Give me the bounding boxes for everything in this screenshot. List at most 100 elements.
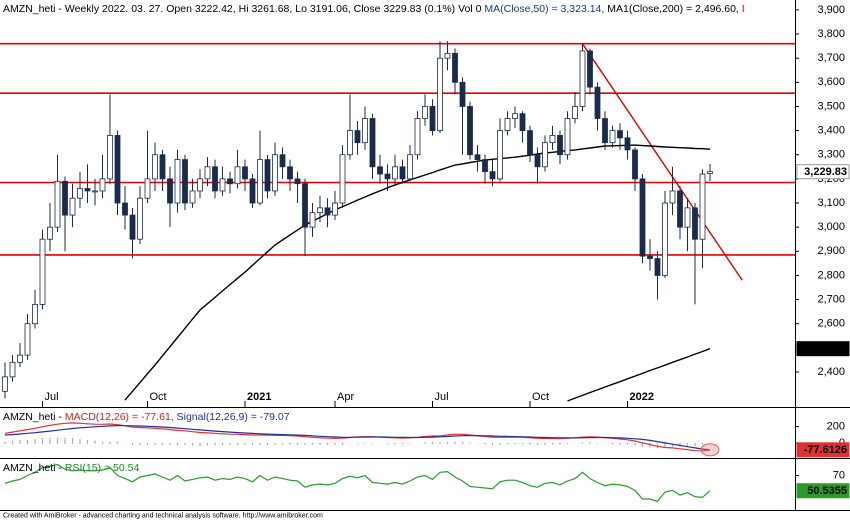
- candle-body: [557, 135, 563, 156]
- x-tick-label: Apr: [337, 391, 354, 403]
- value-box-label: 3,229.83: [804, 166, 847, 178]
- candle-body: [452, 52, 458, 83]
- candle-body: [144, 178, 151, 199]
- candle-body: [272, 154, 278, 192]
- candle-body: [332, 202, 338, 216]
- value-box-label: 2,496.6: [810, 343, 847, 355]
- value-box: [796, 442, 850, 458]
- candle-body: [99, 178, 106, 192]
- candle-body: [212, 166, 218, 192]
- footer: Created with AmiBroker - advanced charti…: [3, 512, 323, 519]
- candle-body: [504, 118, 511, 131]
- candle-body: [354, 130, 361, 144]
- candle-body: [159, 154, 166, 180]
- x-tick-label: Jul: [435, 391, 449, 403]
- candle-body: [602, 118, 608, 144]
- candle-body: [107, 135, 113, 180]
- header-part: Signal(12,26,9) = -79.07: [177, 411, 290, 423]
- candle-body: [122, 202, 128, 216]
- candle-body: [422, 106, 428, 119]
- candle-body: [279, 154, 286, 168]
- y-tick-label: 3,100: [817, 197, 845, 209]
- candle-body: [242, 166, 248, 180]
- x-tick-label: Jul: [45, 391, 59, 403]
- candle-body: [317, 207, 323, 214]
- candle-body: [249, 178, 256, 204]
- y-tick-label: 200: [827, 421, 845, 433]
- y-tick-label: 3,300: [817, 149, 845, 161]
- candle-body: [129, 214, 136, 240]
- candle-body: [377, 166, 383, 175]
- value-box-label: -77.6126: [804, 444, 847, 456]
- candle-body: [84, 188, 91, 192]
- header-part: MACD(12,26) = -77.61,: [65, 411, 177, 423]
- y-tick-label: 3,800: [817, 28, 845, 40]
- candle-body: [542, 142, 548, 168]
- y-tick-label: 2,800: [817, 269, 845, 281]
- pane-header: AMZN_heti - MACD(12,26) = -77.61, Signal…: [3, 411, 290, 423]
- candle-body: [609, 130, 616, 144]
- candle-body: [264, 159, 271, 192]
- candle-body: [549, 135, 556, 144]
- candle-body: [534, 154, 541, 168]
- value-box: [796, 483, 850, 499]
- pane-header: AMZN_heti - RSI(15) = 50.54: [3, 462, 139, 474]
- y-tick-label: 2,400: [817, 366, 845, 378]
- candle-body: [692, 207, 698, 240]
- candle-body: [639, 178, 646, 257]
- candle-body: [234, 166, 241, 185]
- candle-body: [684, 207, 691, 228]
- candle-body: [17, 354, 23, 363]
- candle-body: [174, 159, 181, 204]
- candle-body: [197, 178, 203, 192]
- x-tick-label: 2021: [247, 391, 271, 403]
- candle-body: [182, 159, 188, 204]
- candle-body: [9, 361, 16, 378]
- x-tick-label: 2022: [630, 391, 654, 403]
- candle-body: [339, 154, 346, 204]
- header-part: AMZN_heti -: [3, 462, 65, 474]
- candle-body: [287, 166, 293, 180]
- moving-average: [567, 348, 711, 402]
- candle-body: [407, 154, 413, 180]
- candle-body: [24, 323, 31, 356]
- candle-body: [399, 166, 406, 180]
- candle-body: [414, 118, 421, 156]
- candle-body: [39, 238, 46, 305]
- y-tick-label: 3,400: [817, 125, 845, 137]
- candle-body: [137, 197, 143, 240]
- y-tick-label: 3,700: [817, 52, 845, 64]
- candle-body: [519, 113, 526, 131]
- candle-body: [167, 178, 173, 204]
- candle-body: [347, 130, 353, 156]
- candle-body: [62, 180, 68, 216]
- candle-body: [527, 130, 533, 156]
- y-tick-label: 3,000: [817, 221, 845, 233]
- candle-body: [54, 180, 61, 228]
- candle-body: [437, 57, 443, 131]
- candle-body: [32, 304, 38, 325]
- y-tick-label: 3,900: [817, 4, 845, 16]
- candle-body: [467, 106, 473, 156]
- candle-body: [482, 159, 488, 173]
- candle-body: [662, 202, 668, 276]
- header-part: RSI(15) = 50.54: [65, 462, 140, 474]
- candle-body: [497, 130, 503, 180]
- candle-body: [2, 376, 8, 392]
- pane-header: AMZN_heti - Weekly 2022. 03. 27. Open 32…: [3, 3, 745, 15]
- candle-body: [632, 149, 638, 180]
- candle-body: [384, 173, 391, 180]
- candle-body: [669, 190, 676, 204]
- candle-body: [617, 130, 623, 139]
- candle-body: [624, 137, 631, 151]
- candle-body: [309, 212, 316, 228]
- candle-body: [654, 258, 661, 276]
- candle-body: [362, 118, 368, 144]
- candle-body: [444, 52, 451, 59]
- candle-body: [564, 118, 571, 156]
- candle-body: [152, 154, 158, 180]
- candle-body: [114, 135, 121, 204]
